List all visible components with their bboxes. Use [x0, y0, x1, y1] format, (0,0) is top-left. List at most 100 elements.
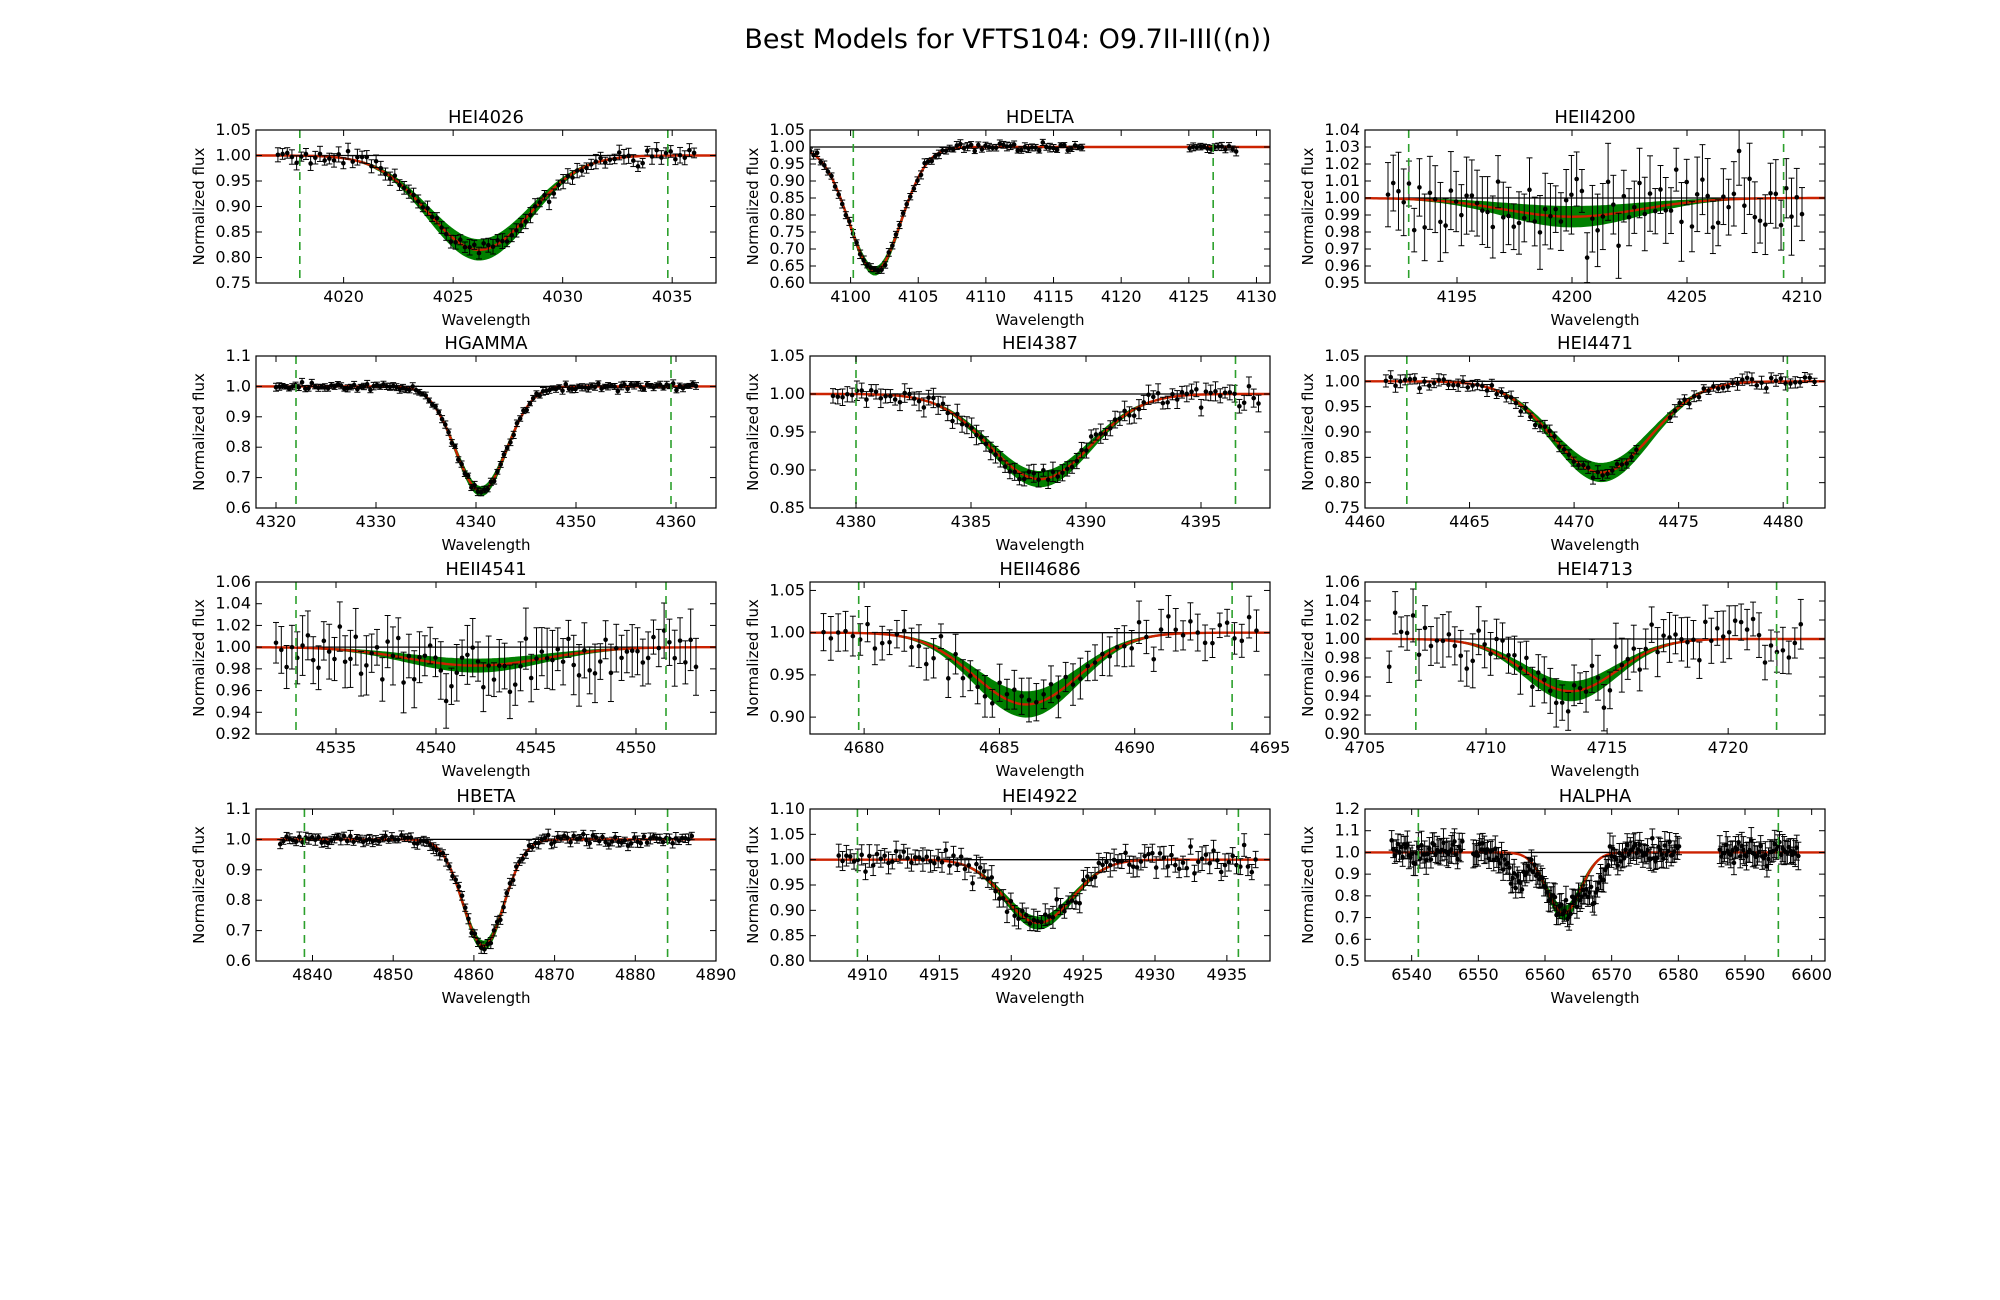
data-point	[1194, 387, 1199, 392]
data-point	[1792, 380, 1798, 385]
data-point	[1513, 400, 1519, 406]
data-point	[1673, 632, 1678, 637]
data-point	[507, 689, 513, 695]
data-point	[1581, 462, 1586, 468]
x-axis-label: Wavelength	[1551, 311, 1640, 329]
data-points	[274, 142, 698, 260]
data-point	[423, 393, 429, 398]
data-point	[977, 865, 983, 870]
data-point	[1532, 219, 1538, 224]
data-point	[945, 410, 951, 416]
data-point	[1736, 148, 1742, 154]
data-point	[863, 869, 868, 874]
data-point	[983, 441, 989, 447]
data-point	[1026, 469, 1032, 475]
data-point	[1165, 864, 1170, 869]
data-point	[281, 838, 286, 844]
data-point	[1064, 466, 1070, 472]
data-points	[273, 377, 699, 497]
data-point	[649, 154, 655, 159]
x-tick-label: 4915	[919, 965, 960, 984]
x-axis-label: Wavelength	[1551, 762, 1640, 780]
data-point	[1762, 660, 1768, 665]
x-tick-label: 4110	[966, 287, 1007, 306]
data-point	[570, 175, 575, 180]
x-tick-label: 4105	[898, 287, 939, 306]
data-point	[1107, 425, 1113, 431]
data-point	[577, 835, 583, 841]
data-point	[1460, 839, 1465, 844]
panel-hgamma: 4320 4330 4340 4350 4360 0.6 0.7 0.8 0.9 1.0 1.1 HG…	[190, 333, 717, 554]
data-point	[1004, 909, 1010, 915]
data-point	[1452, 839, 1457, 844]
data-point	[510, 877, 516, 883]
data-point	[861, 258, 867, 263]
data-point	[1004, 144, 1010, 149]
data-point	[622, 382, 627, 387]
x-axis-label: Wavelength	[442, 762, 531, 780]
x-tick-label: 4710	[1466, 738, 1507, 757]
data-point	[938, 633, 944, 639]
data-point	[1146, 392, 1151, 398]
data-point	[955, 862, 960, 868]
data-point	[1798, 621, 1804, 627]
data-point	[1096, 860, 1102, 866]
data-point	[1507, 865, 1512, 870]
data-point	[670, 381, 676, 386]
data-point	[472, 482, 477, 488]
data-point	[553, 386, 559, 392]
data-point	[425, 205, 430, 211]
data-point	[528, 212, 533, 218]
data-point	[893, 232, 899, 237]
data-point	[1552, 894, 1558, 900]
x-tick-label: 4680	[844, 738, 885, 757]
data-point	[1203, 852, 1209, 858]
data-point	[433, 404, 438, 409]
data-point	[1036, 477, 1041, 483]
data-points	[1386, 588, 1804, 732]
data-point	[851, 859, 857, 864]
data-point	[397, 182, 402, 188]
data-point	[344, 838, 350, 844]
data-point	[1807, 375, 1813, 381]
data-point	[602, 160, 608, 165]
data-point	[1114, 644, 1120, 650]
data-point	[878, 856, 884, 862]
data-point	[1490, 224, 1496, 230]
data-point	[1499, 389, 1504, 395]
data-point	[1392, 610, 1398, 616]
data-point	[1026, 697, 1032, 703]
data-point	[1427, 190, 1433, 196]
y-axis-label: Normalized flux	[744, 599, 762, 717]
data-point	[1123, 850, 1128, 856]
y-tick-label: 1.00	[769, 850, 805, 869]
data-point	[887, 639, 892, 645]
data-point	[897, 222, 902, 228]
data-point	[901, 628, 907, 634]
data-point	[864, 397, 869, 402]
data-point	[1176, 866, 1182, 872]
data-point	[453, 877, 458, 883]
data-point	[1512, 652, 1517, 658]
data-point	[401, 185, 407, 191]
data-point	[656, 645, 662, 651]
y-tick-label: 1.05	[769, 580, 805, 599]
data-point	[1036, 148, 1042, 153]
figure-title: Best Models for VFTS104: O9.7II-III((n))	[744, 24, 1271, 55]
data-point	[1226, 144, 1232, 149]
y-tick-label: 0.75	[215, 273, 251, 292]
data-point	[603, 839, 608, 845]
data-point	[325, 385, 331, 391]
x-tick-label: 4890	[696, 965, 737, 984]
data-point	[560, 179, 566, 184]
data-point	[616, 150, 622, 155]
data-point	[475, 659, 481, 664]
data-point	[1241, 400, 1247, 406]
data-point	[426, 398, 432, 403]
y-tick-label: 0.96	[1324, 667, 1360, 686]
data-point	[537, 200, 543, 205]
best-model-line	[1365, 637, 1825, 693]
y-tick-label: 1.05	[1324, 346, 1360, 365]
data-point	[411, 676, 417, 682]
data-point	[447, 864, 452, 869]
